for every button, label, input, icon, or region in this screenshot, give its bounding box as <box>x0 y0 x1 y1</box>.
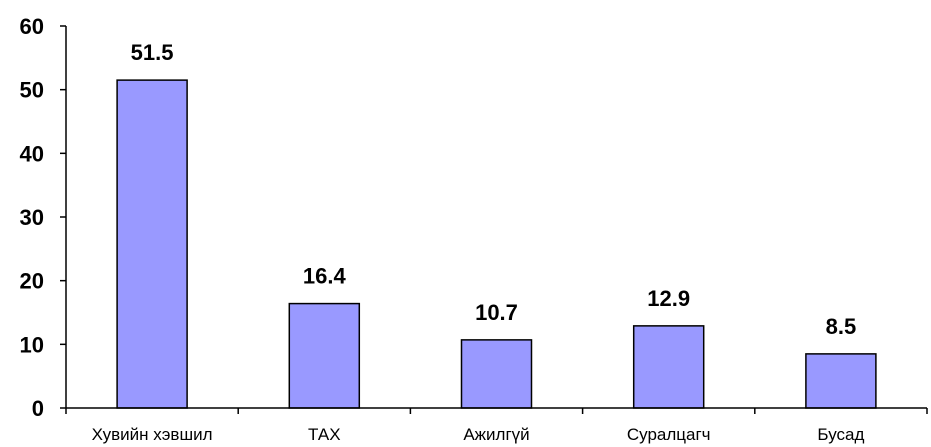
y-axis-ticks: 0 10 20 30 40 50 60 <box>20 14 66 421</box>
data-labels: 51.5 16.4 10.7 12.9 8.5 <box>131 40 857 339</box>
y-tick-label: 30 <box>20 205 44 230</box>
data-label: 10.7 <box>475 300 518 325</box>
y-tick-label: 40 <box>20 141 44 166</box>
y-tick-label: 60 <box>20 14 44 39</box>
bars <box>116 79 877 409</box>
bar <box>805 353 877 409</box>
x-tick-label: Хувийн хэвшил <box>92 425 213 444</box>
x-tick-label: ТАХ <box>308 425 341 444</box>
y-tick-label: 10 <box>20 332 44 357</box>
x-axis-ticks: Хувийн хэвшил ТАХ Ажилгүй Суралцагч Бусад <box>65 408 928 444</box>
y-tick-label: 0 <box>32 396 44 421</box>
data-label: 12.9 <box>647 286 690 311</box>
x-tick-label: Бусад <box>817 425 864 444</box>
x-tick-label: Суралцагч <box>627 425 711 444</box>
data-label: 8.5 <box>826 314 857 339</box>
bar <box>116 79 188 409</box>
bar <box>460 339 533 409</box>
x-tick-label: Ажилгүй <box>463 425 529 444</box>
bar <box>632 325 705 409</box>
data-label: 51.5 <box>131 40 174 65</box>
y-tick-label: 50 <box>20 78 44 103</box>
y-tick-label: 20 <box>20 269 44 294</box>
data-label: 16.4 <box>303 264 347 289</box>
bar <box>288 302 361 409</box>
